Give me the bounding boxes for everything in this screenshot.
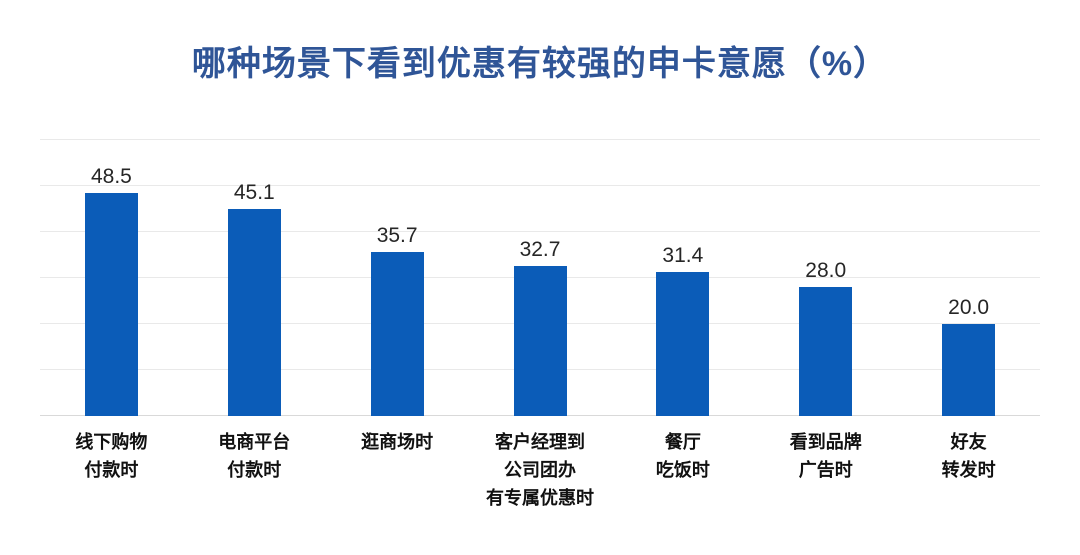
category-label-line: 线下购物: [75, 432, 148, 452]
bar-slot: 20.0: [897, 140, 1040, 416]
bars-container: 48.5 45.1 35.7 32.7 31.4 28.0 20.0: [40, 140, 1040, 416]
category-label-line: 有专属优惠时: [486, 488, 594, 508]
category-label-line: 转发时: [941, 460, 996, 480]
bar: [942, 324, 996, 416]
gridline: [40, 185, 1040, 186]
bar-value-label: 28.0: [805, 259, 847, 283]
category-label-line: 吃饭时: [655, 460, 710, 480]
bar-value-label: 20.0: [948, 296, 990, 319]
category-label-line: 逛商场时: [361, 432, 434, 452]
category-label: 看到品牌 广告时: [754, 428, 897, 512]
bar: [370, 251, 424, 416]
category-label-line: 餐厅: [664, 432, 701, 452]
category-label-line: 公司团办: [504, 460, 576, 480]
category-label-line: 电商平台: [218, 432, 291, 452]
gridline: [40, 231, 1040, 232]
bar-slot: 31.4: [611, 140, 754, 416]
bar-value-label: 45.1: [233, 180, 275, 204]
category-label: 电商平台 付款时: [183, 428, 326, 512]
category-label-line: 付款时: [227, 460, 282, 480]
bar: [513, 265, 567, 416]
category-label-line: 客户经理到: [495, 432, 585, 452]
category-label: 好友 转发时: [897, 428, 1040, 512]
bar-value-label: 48.5: [90, 164, 132, 188]
category-label-line: 好友: [950, 432, 987, 452]
category-label: 餐厅 吃饭时: [611, 428, 754, 512]
bar-slot: 28.0: [754, 140, 897, 416]
gridline: [40, 139, 1040, 140]
bar: [227, 208, 281, 416]
category-label: 客户经理到公司团办有专属优惠时: [469, 428, 612, 512]
bar-slot: 32.7: [469, 140, 612, 416]
bar-value-label: 32.7: [519, 237, 561, 261]
bar: [656, 271, 710, 416]
bar-slot: 48.5: [40, 140, 183, 416]
bar-slot: 35.7: [326, 140, 469, 416]
category-label-line: 广告时: [798, 460, 853, 480]
category-label: 线下购物 付款时: [40, 428, 183, 512]
bar-value-label: 31.4: [662, 243, 704, 267]
category-label-line: 付款时: [84, 460, 139, 480]
bar: [799, 287, 853, 416]
x-axis-labels: 线下购物 付款时 电商平台 付款时 逛商场时 客户经理到 公司团办 有专属优惠时 餐厅 吃饭时 看到…: [40, 428, 1040, 512]
category-label-line: 看到品牌: [789, 432, 862, 452]
category-label: 逛商场时: [326, 428, 469, 512]
chart-title: 哪种场景下看到优惠有较强的申卡意愿（%）: [191, 45, 889, 83]
bar: [84, 192, 138, 416]
bar-slot: 45.1: [183, 140, 326, 416]
plot-area: 48.5 45.1 35.7 32.7 31.4 28.0 20.0: [40, 139, 1040, 416]
bar-value-label: 35.7: [376, 223, 418, 247]
